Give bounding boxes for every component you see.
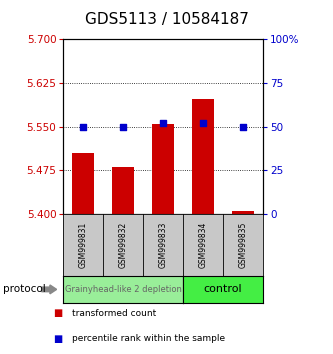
Bar bbox=[152, 124, 174, 214]
Text: GSM999835: GSM999835 bbox=[238, 222, 248, 268]
Text: percentile rank within the sample: percentile rank within the sample bbox=[72, 334, 225, 343]
Point bbox=[200, 120, 206, 126]
Bar bbox=[72, 153, 94, 214]
Text: protocol: protocol bbox=[3, 284, 46, 295]
Text: Grainyhead-like 2 depletion: Grainyhead-like 2 depletion bbox=[65, 285, 181, 294]
Text: GSM999831: GSM999831 bbox=[79, 222, 88, 268]
Point bbox=[240, 124, 246, 130]
Text: GDS5113 / 10584187: GDS5113 / 10584187 bbox=[85, 12, 248, 27]
Text: control: control bbox=[204, 284, 242, 295]
Text: transformed count: transformed count bbox=[72, 309, 156, 318]
Text: ■: ■ bbox=[53, 334, 63, 344]
Point bbox=[161, 120, 166, 126]
Bar bbox=[192, 99, 214, 214]
Text: ■: ■ bbox=[53, 308, 63, 318]
Point bbox=[81, 124, 86, 130]
Text: GSM999832: GSM999832 bbox=[119, 222, 128, 268]
Text: GSM999834: GSM999834 bbox=[198, 222, 208, 268]
Text: GSM999833: GSM999833 bbox=[159, 222, 168, 268]
Bar bbox=[232, 211, 254, 214]
Point bbox=[121, 124, 126, 130]
Bar bbox=[112, 167, 134, 214]
